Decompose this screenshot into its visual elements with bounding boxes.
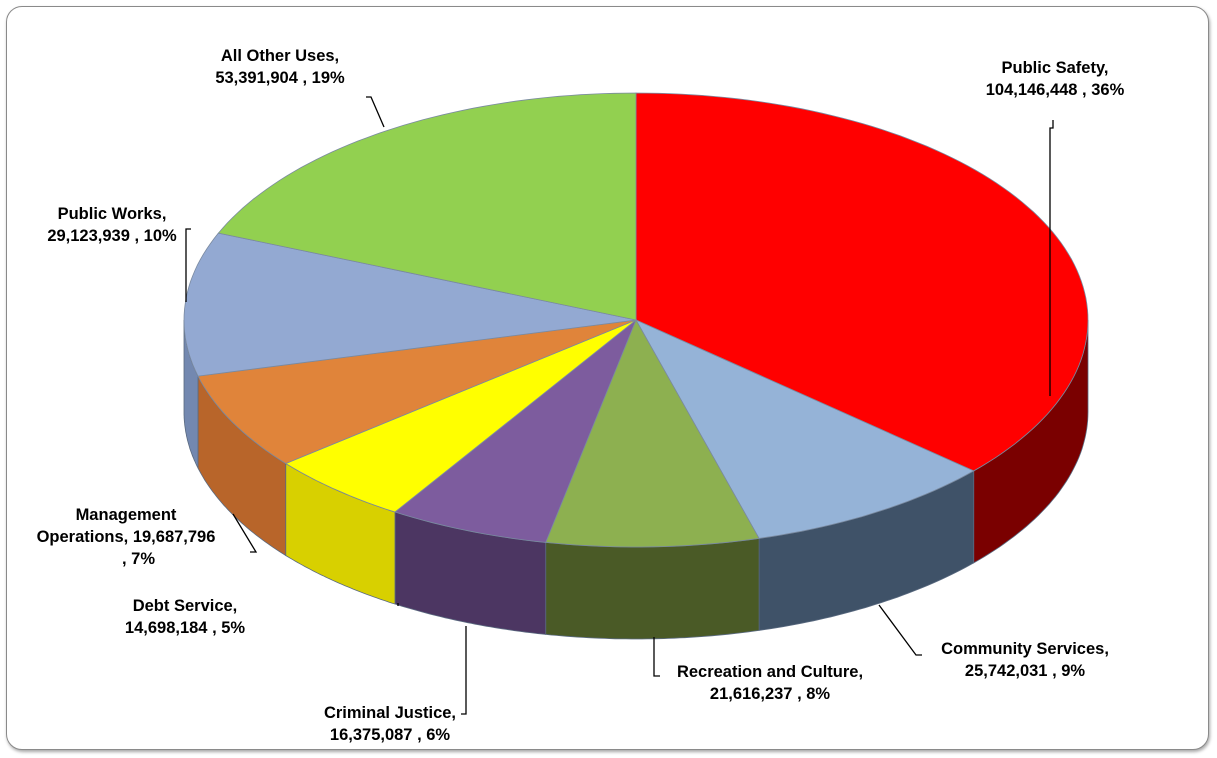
label-recreation-culture-value: 21,616,237 , 8% bbox=[709, 685, 831, 703]
leader-public-works bbox=[185, 228, 191, 302]
label-community-services-name: Community Services, bbox=[941, 640, 1109, 658]
label-public-safety: Public Safety, 104,146,448 , 36% bbox=[930, 57, 1180, 101]
slice-all-other-uses bbox=[217, 92, 637, 321]
label-community-services-value: 25,742,031 , 9% bbox=[964, 662, 1086, 680]
label-management-operations-line1: Management bbox=[75, 506, 177, 524]
side-recreation-and-culture bbox=[545, 537, 760, 640]
slice-public-works bbox=[183, 232, 637, 377]
label-management-operations-line3: , 7% bbox=[122, 550, 156, 568]
label-criminal-justice-name: Criminal Justice, bbox=[323, 704, 457, 722]
leader-criminal-justice bbox=[461, 626, 467, 715]
leader-public-safety bbox=[1049, 120, 1054, 396]
pie-top-faces bbox=[183, 92, 1089, 548]
label-public-works-name: Public Works, bbox=[57, 205, 167, 223]
label-recreation-culture: Recreation and Culture, 21,616,237 , 8% bbox=[640, 661, 900, 705]
label-community-services: Community Services, 25,742,031 , 9% bbox=[900, 638, 1150, 682]
label-debt-service-value: 14,698,184 , 5% bbox=[124, 619, 246, 637]
leader-management-operations bbox=[232, 513, 258, 553]
leader-recreation-culture bbox=[653, 637, 660, 677]
leader-all-other-uses bbox=[366, 96, 385, 128]
slice-recreation-and-culture bbox=[545, 319, 760, 548]
label-public-works: Public Works, 29,123,939 , 10% bbox=[12, 203, 212, 247]
label-management-operations-line2: Operations, 19,687,796 bbox=[36, 528, 216, 546]
slice-public-safety bbox=[635, 92, 1089, 472]
slice-management-operations bbox=[197, 319, 637, 464]
label-management-operations: Management Operations, 19,687,796 , 7% bbox=[8, 504, 244, 570]
label-debt-service-name: Debt Service, bbox=[132, 597, 238, 615]
leader-lines bbox=[185, 96, 1054, 715]
label-public-safety-value: 104,146,448 , 36% bbox=[985, 81, 1125, 99]
slice-debt-service bbox=[284, 319, 637, 513]
slice-criminal-justice bbox=[394, 318, 637, 543]
label-criminal-justice-value: 16,375,087 , 6% bbox=[329, 726, 451, 744]
label-all-other-uses: All Other Uses, 53,391,904 , 19% bbox=[180, 45, 380, 89]
label-recreation-culture-name: Recreation and Culture, bbox=[676, 663, 864, 681]
label-all-other-uses-name: All Other Uses, bbox=[220, 47, 340, 65]
leader-community-services bbox=[878, 604, 922, 656]
slice-community-services bbox=[635, 319, 975, 539]
label-criminal-justice: Criminal Justice, 16,375,087 , 6% bbox=[270, 702, 510, 746]
label-all-other-uses-value: 53,391,904 , 19% bbox=[215, 69, 345, 87]
label-public-safety-name: Public Safety, bbox=[1001, 59, 1109, 77]
label-debt-service: Debt Service, 14,698,184 , 5% bbox=[70, 595, 300, 639]
label-public-works-value: 29,123,939 , 10% bbox=[47, 227, 177, 245]
